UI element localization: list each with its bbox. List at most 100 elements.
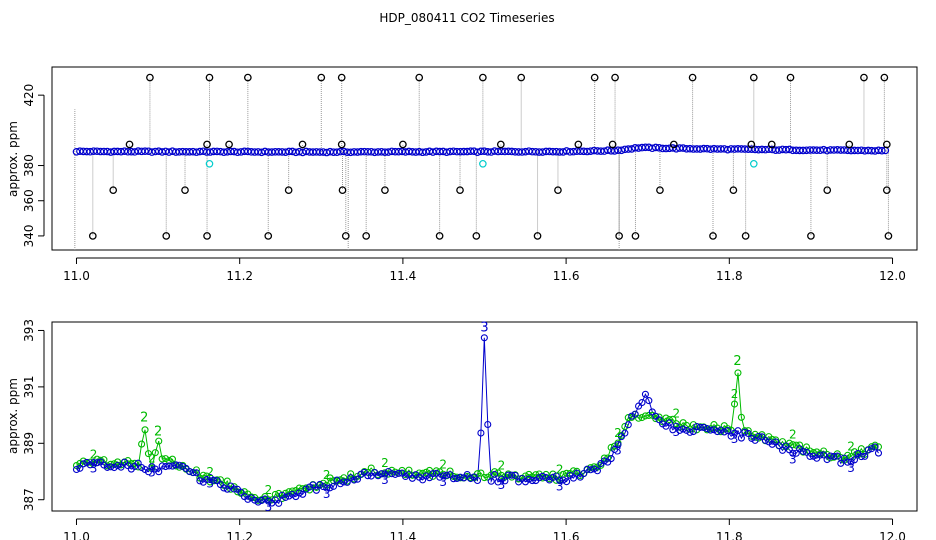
bottom-point-blue <box>312 486 320 494</box>
bottom-series-marker-3: 3 <box>614 444 622 458</box>
bottom-point-green <box>295 484 303 492</box>
bottom-point-green <box>79 457 87 465</box>
top-point-black <box>823 186 832 195</box>
bottom-point-blue <box>713 428 721 436</box>
bottom-point-green <box>134 463 142 471</box>
top-y-tick-label: 420 <box>22 84 36 107</box>
bottom-point-blue <box>665 419 673 427</box>
top-y-tick-label: 340 <box>22 224 36 247</box>
bottom-point-blue <box>645 397 653 405</box>
top-y-tick-label: 380 <box>22 154 36 177</box>
bottom-point-green <box>635 414 643 422</box>
bottom-point-green <box>391 468 399 476</box>
bottom-series-marker-3: 3 <box>847 461 855 475</box>
bottom-point-blue <box>456 473 464 481</box>
bottom-point-green <box>655 413 663 421</box>
bottom-point-blue <box>350 476 358 484</box>
top-point-black <box>747 140 756 149</box>
bottom-point-green <box>652 415 660 423</box>
bottom-point-blue <box>799 447 807 455</box>
bottom-series-marker-2: 2 <box>789 428 797 442</box>
top-x-tick-label: 11.4 <box>390 269 417 283</box>
bottom-point-blue <box>573 469 581 477</box>
bottom-series-marker-2: 2 <box>847 440 855 454</box>
bottom-point-blue <box>539 472 547 480</box>
bottom-point-blue <box>826 452 835 460</box>
bottom-point-blue <box>631 410 639 418</box>
bottom-point-blue <box>449 475 458 483</box>
bottom-point-blue <box>683 426 691 434</box>
top-point-black <box>631 232 640 240</box>
bottom-point-blue <box>816 451 824 459</box>
bottom-point-blue <box>590 465 598 473</box>
bottom-point-green <box>168 455 176 463</box>
bottom-point-blue <box>809 452 817 460</box>
bottom-point-green <box>158 455 166 463</box>
bottom-point-blue <box>117 463 125 471</box>
bottom-point-blue <box>528 477 536 485</box>
bottom-point-blue <box>552 472 560 480</box>
bottom-point-blue <box>491 470 499 478</box>
bottom-point-green <box>141 426 149 434</box>
bottom-series-marker-3: 3 <box>206 477 214 491</box>
bottom-panel-points <box>72 334 883 507</box>
bottom-point-blue <box>802 448 811 456</box>
bottom-point-green <box>288 487 296 495</box>
top-point-black <box>338 186 347 195</box>
bottom-point-blue <box>679 425 687 433</box>
bottom-point-green <box>151 449 159 457</box>
bottom-series-marker-2: 2 <box>381 456 389 470</box>
bottom-point-blue <box>336 480 344 488</box>
bottom-series-marker-2: 2 <box>154 425 162 440</box>
bottom-point-blue <box>436 473 444 481</box>
top-point-blue <box>617 146 626 155</box>
bottom-point-blue <box>196 477 204 485</box>
bottom-point-blue <box>168 462 176 470</box>
bottom-point-green <box>449 472 458 480</box>
bottom-point-blue <box>230 485 238 493</box>
bottom-point-blue <box>76 464 84 472</box>
bottom-point-blue <box>192 469 200 477</box>
bottom-point-blue <box>741 428 749 436</box>
top-point-black <box>807 232 815 240</box>
bottom-point-green <box>744 427 752 435</box>
bottom-point-green <box>319 479 327 487</box>
top-point-black <box>298 140 307 149</box>
bottom-point-blue <box>446 471 454 479</box>
bottom-point-blue <box>607 455 615 463</box>
top-point-black <box>381 186 389 195</box>
top-point-black <box>611 73 619 82</box>
bottom-point-green <box>542 470 550 479</box>
bottom-point-blue <box>477 429 485 437</box>
bottom-point-green <box>408 471 416 479</box>
bottom-series-marker-3: 3 <box>731 432 739 446</box>
bottom-point-blue <box>134 459 142 467</box>
bottom-panel-y-axis: 387 389 391 393 <box>22 319 45 511</box>
bottom-point-green <box>271 490 279 499</box>
bottom-point-blue <box>696 423 704 431</box>
bottom-point-green <box>367 464 375 472</box>
bottom-point-green <box>138 440 146 448</box>
bottom-y-tick-label: 391 <box>22 375 36 398</box>
top-x-tick-label: 12.0 <box>879 269 906 283</box>
bottom-point-green <box>155 437 163 445</box>
bottom-point-blue <box>511 471 519 479</box>
top-point-black <box>337 73 346 82</box>
bottom-point-blue <box>138 463 146 472</box>
bottom-point-green <box>275 489 283 497</box>
bottom-y-tick-label: 389 <box>22 432 36 455</box>
bottom-y-tick-label: 387 <box>22 488 36 511</box>
bottom-point-blue <box>748 434 756 442</box>
bottom-point-blue <box>244 495 252 503</box>
bottom-series-marker-3: 3 <box>480 320 488 335</box>
bottom-x-tick-label: 11.0 <box>63 530 90 540</box>
bottom-series-marker-2: 2 <box>498 458 506 472</box>
bottom-point-blue <box>72 465 81 474</box>
bottom-point-blue <box>706 426 715 434</box>
bottom-series-line-3 <box>76 337 879 505</box>
bottom-point-green <box>223 477 231 485</box>
bottom-point-blue <box>655 416 663 424</box>
bottom-point-green <box>563 469 571 477</box>
bottom-series-marker-3: 3 <box>90 462 98 476</box>
